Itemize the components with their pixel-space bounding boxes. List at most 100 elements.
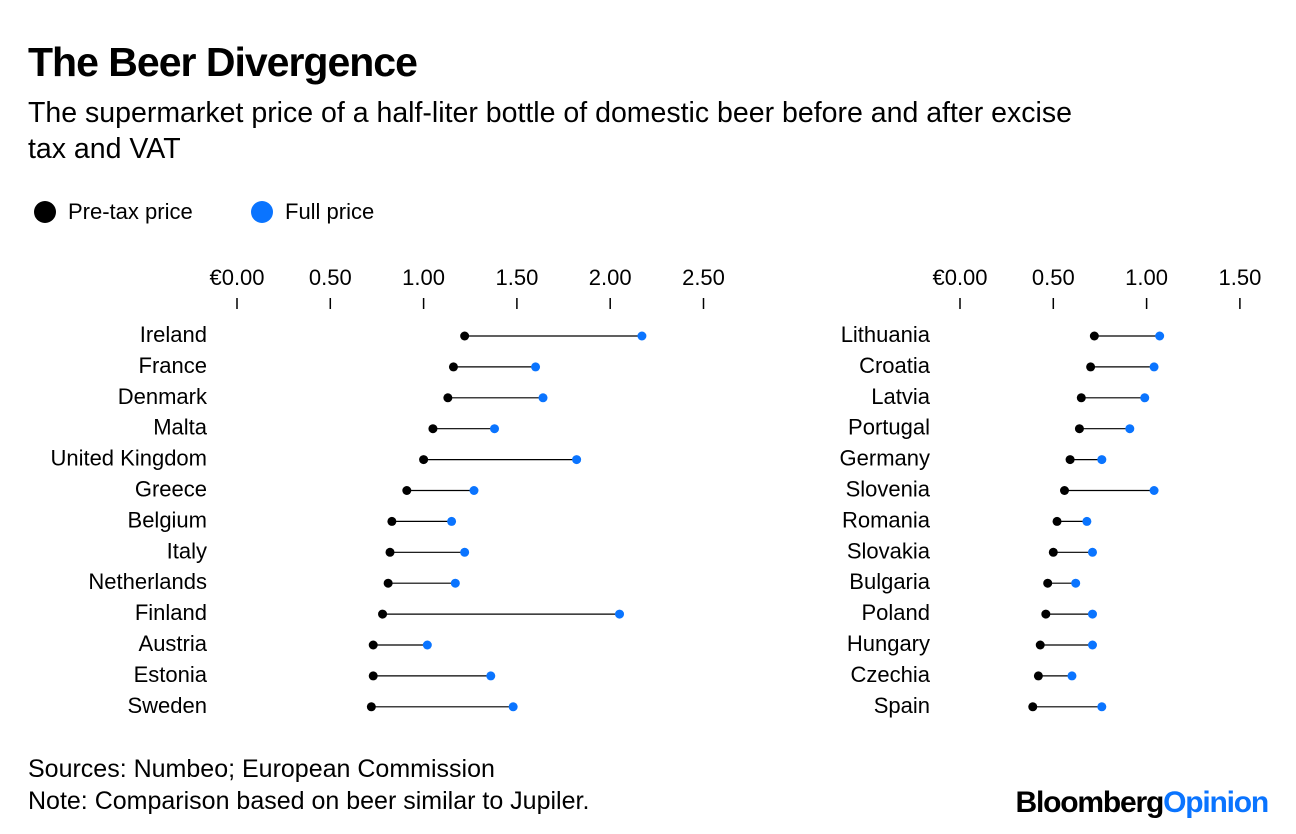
x-tick-label: 0.50 [309, 265, 352, 290]
category-label: Slovenia [846, 477, 931, 502]
x-tick-label: 1.00 [402, 265, 445, 290]
pretax-point [1074, 424, 1084, 434]
category-label: Ireland [140, 322, 207, 347]
pretax-point [383, 578, 393, 588]
pretax-point [1052, 516, 1062, 526]
category-label: Belgium [128, 507, 207, 532]
full-price-point [1149, 486, 1159, 495]
pretax-point [368, 640, 378, 650]
x-tick-label: 2.00 [589, 265, 632, 290]
pretax-point [1048, 547, 1058, 557]
full-price-point [572, 455, 582, 465]
category-label: Bulgaria [849, 569, 930, 594]
full-price-point [1097, 455, 1107, 465]
pretax-point [1089, 331, 1099, 341]
category-label: Finland [135, 600, 207, 625]
full-price-point [1087, 640, 1097, 650]
full-price-point [538, 393, 548, 403]
bloomberg-opinion-logo: BloombergOpinion [1016, 786, 1268, 819]
category-label: Czechia [851, 662, 931, 687]
category-label: Greece [135, 477, 207, 502]
category-label: Germany [840, 446, 930, 471]
x-tick-label: €0.00 [209, 265, 264, 290]
full-price-point [1097, 702, 1107, 712]
x-tick-label: 2.50 [682, 265, 725, 290]
full-price-point [422, 640, 432, 650]
full-price-point [1067, 671, 1077, 681]
chart-title: The Beer Divergence [28, 39, 417, 85]
category-label: Romania [842, 507, 931, 532]
full-price-point [1155, 331, 1165, 341]
legend-full-marker [251, 201, 273, 223]
category-label: Poland [861, 600, 930, 625]
chart-subtitle-line-2: tax and VAT [28, 133, 181, 165]
full-price-point [1087, 547, 1097, 557]
full-price-point [469, 486, 479, 495]
category-label: Spain [874, 693, 930, 718]
full-price-point [447, 516, 457, 526]
pretax-point [1035, 640, 1045, 650]
pretax-point [428, 424, 438, 434]
full-price-point [1071, 578, 1081, 588]
full-price-point [1125, 424, 1135, 434]
full-price-point [486, 671, 496, 681]
category-label: Slovakia [847, 538, 931, 563]
category-label: Malta [153, 415, 208, 440]
legend: Pre-tax price Full price [34, 199, 374, 224]
full-price-point [1087, 609, 1097, 619]
category-label: United Kingdom [50, 446, 207, 471]
pretax-point [1076, 393, 1086, 403]
pretax-point [368, 671, 378, 681]
pretax-point [1028, 702, 1038, 712]
category-label: Austria [139, 631, 208, 656]
category-label: Croatia [859, 353, 931, 378]
full-price-point [1149, 362, 1159, 372]
pretax-point [460, 331, 470, 341]
legend-full-label: Full price [285, 199, 374, 224]
pretax-point [366, 702, 376, 712]
full-price-point [615, 609, 625, 619]
pretax-point [378, 609, 388, 619]
full-price-point [637, 331, 647, 341]
legend-pretax-label: Pre-tax price [68, 199, 193, 224]
full-price-point [508, 702, 518, 712]
category-label: Estonia [134, 662, 208, 687]
pretax-point [1059, 486, 1069, 495]
footer-note: Note: Comparison based on beer similar t… [28, 787, 589, 815]
category-label: Hungary [847, 631, 930, 656]
x-tick-label: €0.00 [932, 265, 987, 290]
x-tick-label: 0.50 [1032, 265, 1075, 290]
x-tick-label: 1.50 [1218, 265, 1261, 290]
pretax-point [1033, 671, 1043, 681]
full-price-point [1082, 516, 1092, 526]
chart-subtitle-line-1: The supermarket price of a half-liter bo… [28, 97, 1072, 129]
pretax-point [1041, 609, 1051, 619]
pretax-point [402, 486, 412, 495]
pretax-point [387, 516, 397, 526]
x-tick-label: 1.50 [495, 265, 538, 290]
category-label: France [139, 353, 207, 378]
pretax-point [385, 547, 395, 557]
category-label: Netherlands [88, 569, 207, 594]
x-tick-label: 1.00 [1125, 265, 1168, 290]
pretax-point [443, 393, 453, 403]
pretax-point [1065, 455, 1075, 465]
pretax-point [1086, 362, 1096, 372]
pretax-point [419, 455, 429, 465]
category-label: Portugal [848, 415, 930, 440]
full-price-point [490, 424, 500, 434]
category-label: Denmark [118, 384, 208, 409]
footer-sources: Sources: Numbeo; European Commission [28, 755, 495, 783]
category-label: Latvia [871, 384, 930, 409]
full-price-point [1140, 393, 1150, 403]
category-label: Lithuania [841, 322, 931, 347]
pretax-point [448, 362, 458, 372]
category-label: Italy [167, 538, 207, 563]
full-price-point [450, 578, 460, 588]
full-price-point [460, 547, 470, 557]
legend-pretax-marker [34, 201, 56, 223]
pretax-point [1043, 578, 1053, 588]
full-price-point [531, 362, 541, 372]
category-label: Sweden [127, 693, 207, 718]
